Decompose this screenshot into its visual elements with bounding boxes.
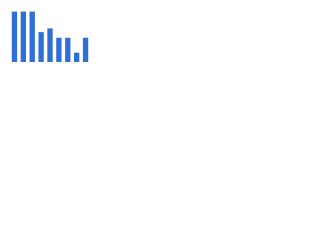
bar xyxy=(56,37,62,62)
bar xyxy=(47,28,53,62)
bar xyxy=(74,52,80,62)
bar xyxy=(65,37,71,62)
chart xyxy=(0,0,100,71)
bar xyxy=(20,11,26,63)
page: {"chart_data": {"type": "bar", "values":… xyxy=(0,0,100,71)
bar xyxy=(38,32,44,62)
bar xyxy=(29,11,35,63)
bar xyxy=(82,37,89,62)
bar xyxy=(11,11,18,63)
